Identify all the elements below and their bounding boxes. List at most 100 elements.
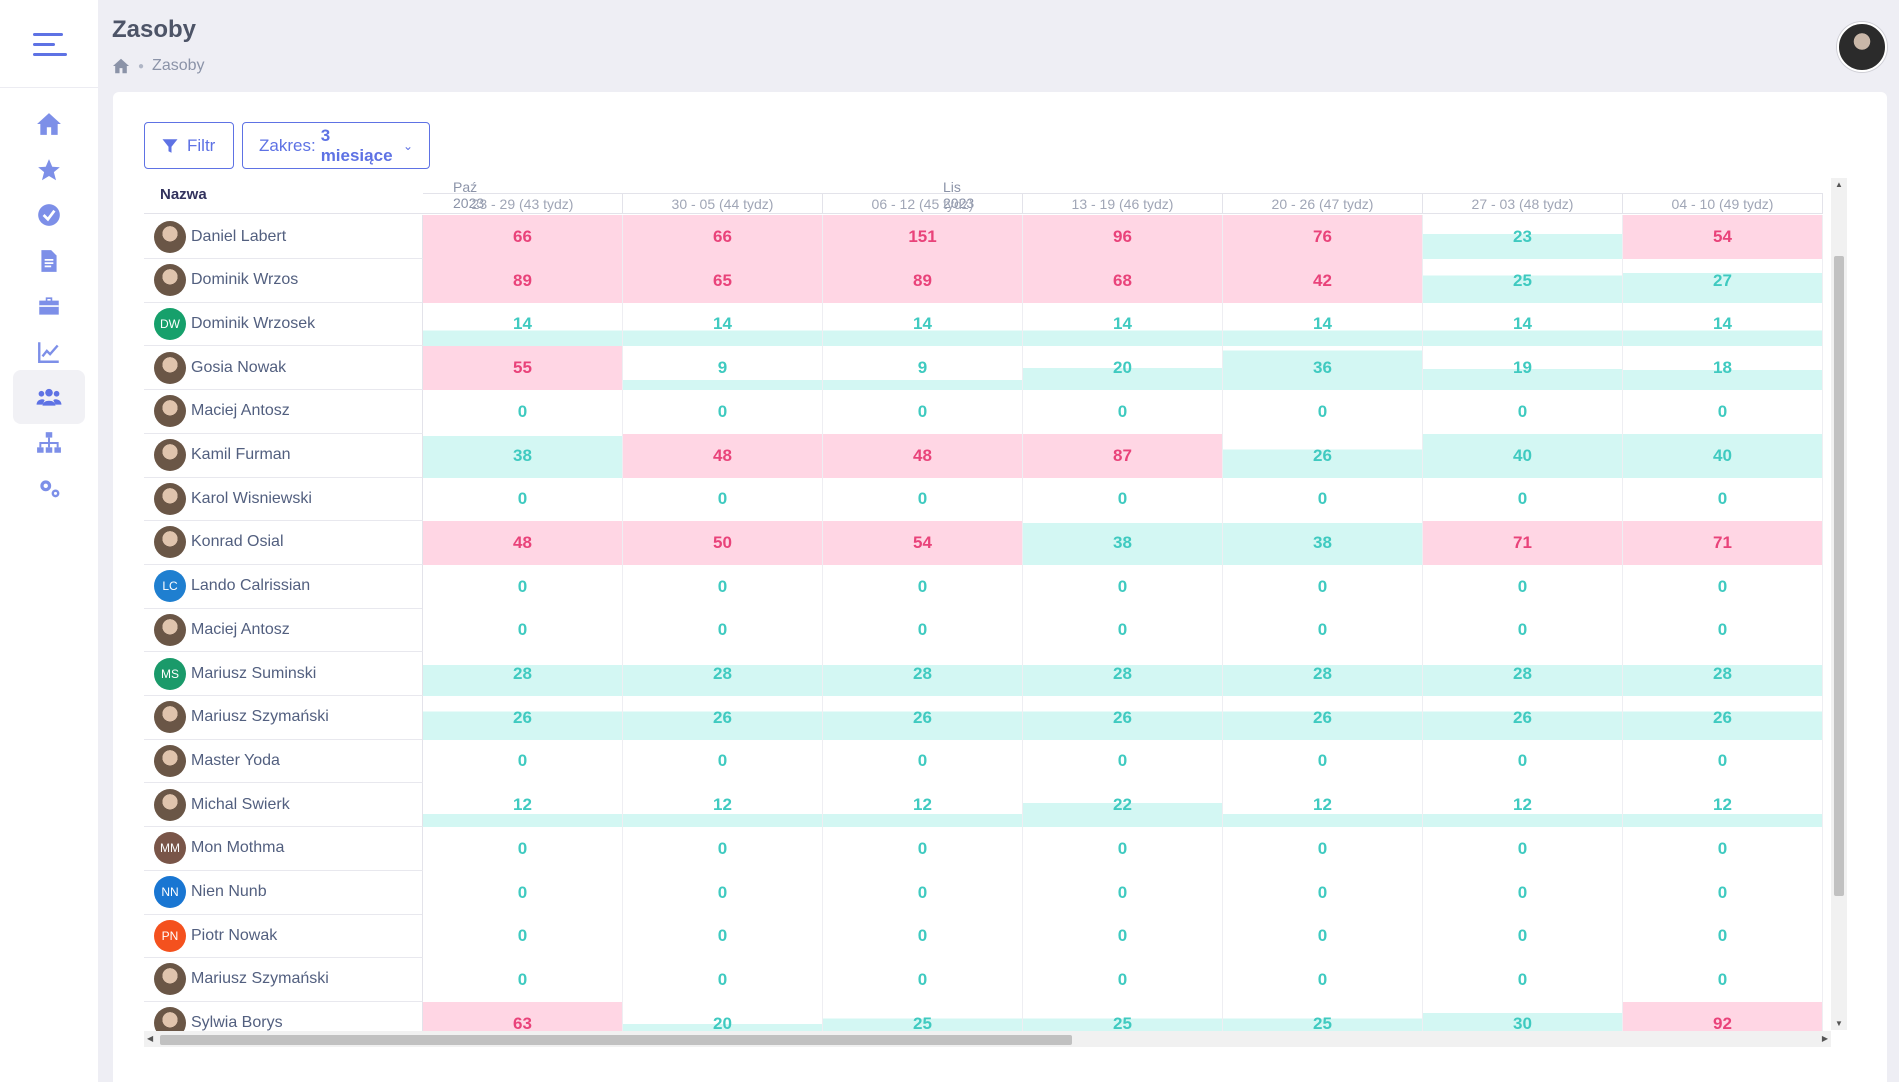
allocation-cell[interactable]: 0 — [1623, 477, 1823, 522]
allocation-cell[interactable]: 0 — [823, 739, 1023, 784]
allocation-cell[interactable]: 12 — [1623, 783, 1823, 828]
resource-name-cell[interactable]: Mariusz Szymański — [144, 695, 423, 740]
allocation-cell[interactable]: 0 — [1023, 389, 1223, 434]
allocation-cell[interactable]: 0 — [1423, 870, 1623, 915]
allocation-cell[interactable]: 0 — [823, 826, 1023, 871]
resource-name-cell[interactable]: Maciej Antosz — [144, 608, 423, 653]
allocation-cell[interactable]: 0 — [623, 389, 823, 434]
allocation-cell[interactable]: 0 — [1623, 957, 1823, 1002]
vertical-scrollbar[interactable]: ▲ ▼ — [1831, 178, 1847, 1030]
allocation-cell[interactable]: 0 — [1223, 739, 1423, 784]
table-row[interactable]: Master Yoda 0 0 0 0 0 0 0 — [144, 739, 1844, 784]
table-row[interactable]: LC Lando Calrissian 0 0 0 0 0 0 0 — [144, 564, 1844, 609]
allocation-cell[interactable]: 22 — [1023, 783, 1223, 828]
allocation-cell[interactable]: 0 — [1423, 608, 1623, 653]
nav-item-star[interactable] — [13, 143, 85, 197]
resource-name-cell[interactable]: MM Mon Mothma — [144, 826, 423, 871]
allocation-cell[interactable]: 0 — [1223, 608, 1423, 653]
allocation-cell[interactable]: 0 — [1423, 389, 1623, 434]
allocation-cell[interactable]: 27 — [1623, 258, 1823, 303]
nav-item-home[interactable] — [13, 97, 85, 151]
allocation-cell[interactable]: 38 — [1023, 520, 1223, 565]
allocation-cell[interactable]: 12 — [823, 783, 1023, 828]
nav-item-document[interactable] — [13, 234, 85, 288]
allocation-cell[interactable]: 0 — [423, 389, 623, 434]
allocation-cell[interactable]: 28 — [423, 652, 623, 696]
allocation-cell[interactable]: 9 — [823, 346, 1023, 391]
allocation-cell[interactable]: 28 — [1223, 652, 1423, 696]
table-row[interactable]: Dominik Wrzos 89 65 89 68 42 25 27 — [144, 258, 1844, 303]
resource-name-cell[interactable]: Maciej Antosz — [144, 389, 423, 434]
resource-name-cell[interactable]: Master Yoda — [144, 739, 423, 784]
allocation-cell[interactable]: 0 — [823, 389, 1023, 434]
allocation-cell[interactable]: 25 — [1423, 258, 1623, 303]
allocation-cell[interactable]: 0 — [1023, 608, 1223, 653]
allocation-cell[interactable]: 18 — [1623, 346, 1823, 391]
nav-item-sitemap[interactable] — [13, 416, 85, 470]
allocation-cell[interactable]: 36 — [1223, 346, 1423, 391]
allocation-cell[interactable]: 26 — [1623, 695, 1823, 740]
allocation-cell[interactable]: 0 — [1023, 957, 1223, 1002]
resource-name-cell[interactable]: Kamil Furman — [144, 433, 423, 478]
scroll-down-icon[interactable]: ▼ — [1835, 1019, 1843, 1028]
allocation-cell[interactable]: 151 — [823, 215, 1023, 259]
allocation-cell[interactable]: 89 — [423, 258, 623, 303]
table-row[interactable]: Karol Wisniewski 0 0 0 0 0 0 0 — [144, 477, 1844, 522]
allocation-cell[interactable]: 0 — [1023, 739, 1223, 784]
allocation-cell[interactable]: 0 — [823, 870, 1023, 915]
table-row[interactable]: PN Piotr Nowak 0 0 0 0 0 0 0 — [144, 914, 1844, 959]
allocation-cell[interactable]: 0 — [1423, 477, 1623, 522]
allocation-cell[interactable]: 0 — [1023, 914, 1223, 959]
allocation-cell[interactable]: 26 — [1023, 695, 1223, 740]
resource-name-cell[interactable]: PN Piotr Nowak — [144, 914, 423, 959]
allocation-cell[interactable]: 54 — [823, 520, 1023, 565]
resource-name-cell[interactable]: MS Mariusz Suminski — [144, 652, 423, 696]
allocation-cell[interactable]: 0 — [823, 957, 1023, 1002]
allocation-cell[interactable]: 14 — [1223, 302, 1423, 347]
scroll-right-icon[interactable]: ▶ — [1821, 1034, 1828, 1043]
allocation-cell[interactable]: 20 — [1023, 346, 1223, 391]
allocation-cell[interactable]: 38 — [423, 433, 623, 478]
allocation-cell[interactable]: 28 — [1423, 652, 1623, 696]
allocation-cell[interactable]: 0 — [623, 870, 823, 915]
allocation-cell[interactable]: 0 — [1223, 389, 1423, 434]
resource-name-cell[interactable]: Michal Swierk — [144, 783, 423, 828]
allocation-cell[interactable]: 0 — [823, 477, 1023, 522]
allocation-cell[interactable]: 12 — [423, 783, 623, 828]
resource-name-cell[interactable]: Karol Wisniewski — [144, 477, 423, 522]
allocation-cell[interactable]: 42 — [1223, 258, 1423, 303]
allocation-cell[interactable]: 66 — [623, 215, 823, 259]
allocation-cell[interactable]: 26 — [1223, 433, 1423, 478]
resource-name-cell[interactable]: Daniel Labert — [144, 215, 423, 259]
allocation-cell[interactable]: 14 — [1423, 302, 1623, 347]
allocation-cell[interactable]: 12 — [1223, 783, 1423, 828]
allocation-cell[interactable]: 0 — [823, 914, 1023, 959]
nav-item-chart-line[interactable] — [13, 325, 85, 379]
allocation-cell[interactable]: 0 — [623, 914, 823, 959]
horizontal-scrollbar[interactable]: ◀ ▶ — [144, 1031, 1831, 1047]
allocation-cell[interactable]: 0 — [423, 608, 623, 653]
allocation-cell[interactable]: 48 — [423, 520, 623, 565]
allocation-cell[interactable]: 0 — [423, 477, 623, 522]
allocation-cell[interactable]: 14 — [1623, 302, 1823, 347]
resource-name-cell[interactable]: Dominik Wrzos — [144, 258, 423, 303]
table-row[interactable]: Kamil Furman 38 48 48 87 26 40 40 — [144, 433, 1844, 478]
allocation-cell[interactable]: 0 — [1023, 826, 1223, 871]
allocation-cell[interactable]: 26 — [623, 695, 823, 740]
allocation-cell[interactable]: 96 — [1023, 215, 1223, 259]
allocation-cell[interactable]: 48 — [823, 433, 1023, 478]
resource-name-cell[interactable]: Mariusz Szymański — [144, 957, 423, 1002]
resource-name-cell[interactable]: LC Lando Calrissian — [144, 564, 423, 609]
allocation-cell[interactable]: 87 — [1023, 433, 1223, 478]
user-avatar[interactable] — [1837, 22, 1887, 72]
table-row[interactable]: Mariusz Szymański 0 0 0 0 0 0 0 — [144, 957, 1844, 1002]
allocation-cell[interactable]: 0 — [623, 739, 823, 784]
allocation-cell[interactable]: 0 — [1423, 826, 1623, 871]
filter-button[interactable]: Filtr — [144, 122, 234, 169]
allocation-cell[interactable]: 55 — [423, 346, 623, 391]
allocation-cell[interactable]: 28 — [823, 652, 1023, 696]
allocation-cell[interactable]: 14 — [823, 302, 1023, 347]
allocation-cell[interactable]: 0 — [1423, 957, 1623, 1002]
table-row[interactable]: Daniel Labert 66 66 151 96 76 23 54 — [144, 215, 1844, 259]
table-row[interactable]: MS Mariusz Suminski 28 28 28 28 28 28 28 — [144, 652, 1844, 696]
